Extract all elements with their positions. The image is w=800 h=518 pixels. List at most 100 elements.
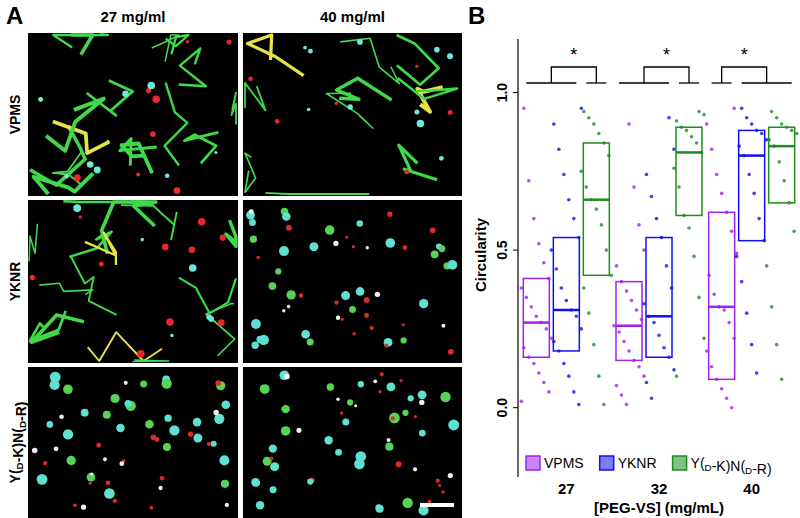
- data-point: [567, 198, 571, 202]
- cell-body: [81, 505, 86, 510]
- data-point: [545, 327, 549, 331]
- cell-process: [39, 283, 92, 294]
- cell-body: [387, 438, 391, 442]
- cell-body: [30, 275, 35, 280]
- cell-body: [254, 480, 260, 486]
- cell-process: [29, 224, 37, 262]
- cell-process: [46, 99, 104, 151]
- cell-body: [248, 77, 253, 82]
- data-point: [577, 403, 581, 407]
- cell-body: [50, 380, 60, 390]
- cell-body: [216, 381, 225, 390]
- significance-label: *: [570, 45, 577, 65]
- data-point: [722, 308, 726, 312]
- cell-body: [64, 174, 68, 178]
- cell-body: [251, 478, 260, 487]
- cell-body: [448, 110, 453, 115]
- cell-body: [269, 444, 277, 452]
- cell-body: [389, 413, 400, 424]
- y-axis: [517, 39, 518, 477]
- cell-body: [150, 131, 156, 137]
- row-header: Y(D-K)N(D-R): [7, 402, 29, 484]
- y-tick-label: 1.0: [494, 83, 510, 103]
- cell-body: [170, 334, 174, 338]
- y-axis-label: Circularity: [472, 217, 489, 292]
- text-run: YKNR: [618, 455, 657, 471]
- cell-body: [384, 343, 388, 347]
- cell-body: [352, 332, 355, 335]
- cell-body: [269, 456, 273, 460]
- data-point: [520, 400, 524, 404]
- cell-body: [54, 446, 59, 451]
- median: [523, 321, 549, 324]
- cell-body: [227, 39, 232, 44]
- cell-body: [299, 293, 303, 297]
- cell-body: [413, 467, 417, 471]
- cell-body: [37, 474, 48, 485]
- bracket: [644, 67, 689, 83]
- cell-body: [211, 441, 217, 447]
- data-point: [655, 217, 659, 221]
- cell-body: [186, 40, 190, 44]
- cell-body: [375, 292, 380, 297]
- cell-body: [94, 167, 101, 174]
- cell-process: [179, 48, 206, 86]
- cell-body: [270, 486, 277, 493]
- data-point: [720, 192, 724, 196]
- cell-body: [281, 426, 291, 436]
- cell-body: [193, 434, 202, 443]
- data-point: [780, 122, 784, 126]
- data-point: [715, 173, 719, 177]
- cell-body: [385, 238, 395, 248]
- cell-process: [132, 202, 156, 226]
- cell-body: [66, 456, 75, 465]
- cell-body: [151, 434, 157, 440]
- micrograph: [28, 200, 238, 363]
- micrograph: [28, 33, 238, 196]
- data-point: [645, 381, 649, 385]
- cell-process: [71, 256, 117, 315]
- cell-body: [279, 246, 289, 256]
- cell-body: [341, 318, 344, 321]
- cell-body: [286, 225, 292, 231]
- cell-process: [232, 93, 237, 125]
- micrograph-bg: [28, 200, 238, 363]
- data-point: [580, 107, 584, 111]
- micrograph: [28, 367, 238, 518]
- micrograph-bg: [243, 200, 462, 363]
- data-point: [740, 107, 744, 111]
- cell-body: [356, 220, 363, 227]
- cell-body: [415, 65, 418, 68]
- cell-body: [336, 316, 340, 320]
- cell-body: [348, 104, 353, 109]
- cell-body: [219, 455, 229, 465]
- panel-label: A: [6, 2, 23, 29]
- data-point: [770, 305, 774, 309]
- data-point: [637, 223, 641, 227]
- data-point: [705, 122, 709, 126]
- cell-process: [337, 78, 392, 100]
- data-point: [697, 110, 701, 114]
- median: [646, 315, 672, 318]
- cell-process: [72, 35, 93, 55]
- cell-process: [226, 220, 236, 246]
- text-run: -K)N(: [712, 458, 746, 474]
- data-point: [537, 242, 541, 246]
- cell-body: [90, 472, 93, 475]
- data-point: [720, 387, 724, 391]
- text-run: Y(: [7, 469, 23, 483]
- cell-body: [324, 436, 332, 444]
- data-point: [757, 217, 761, 221]
- cell-body: [448, 473, 453, 478]
- data-point: [675, 119, 679, 123]
- cell-process: [53, 34, 108, 47]
- cell-body: [260, 384, 270, 394]
- legend-label: Y(D-K)N(D-R): [691, 455, 772, 477]
- data-point: [652, 321, 656, 325]
- cell-body: [141, 238, 145, 242]
- cell-body: [218, 319, 225, 326]
- cell-body: [387, 212, 392, 217]
- cell-process: [88, 332, 162, 361]
- text-run: -R): [752, 461, 771, 477]
- significance-label: *: [663, 45, 670, 65]
